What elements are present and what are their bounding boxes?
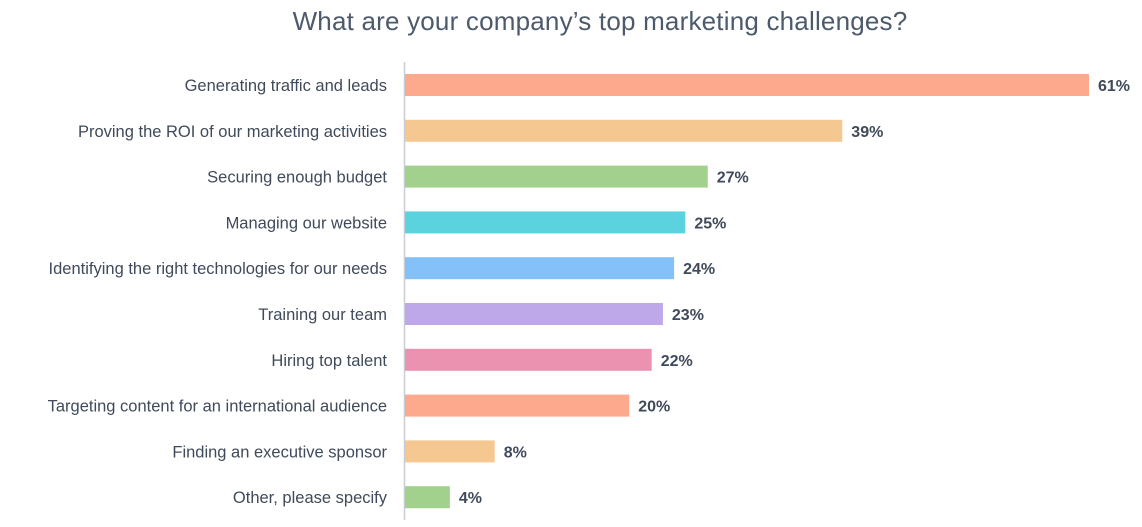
value-label: 8% [504,444,527,461]
value-label: 23% [672,307,704,324]
bar [405,440,495,463]
bar [405,394,630,417]
value-label: 20% [638,399,670,416]
value-label: 39% [851,124,883,141]
category-label: Finding an executive sponsor [172,443,387,461]
bar [405,165,708,188]
bar [405,303,663,325]
value-label: 24% [683,261,715,278]
category-label: Hiring top talent [271,352,387,370]
value-label: 27% [717,170,749,187]
bar [405,348,652,371]
value-label: 4% [459,490,482,507]
category-label: Managing our website [226,214,387,232]
bar [405,74,1089,96]
bar [405,486,450,509]
value-label: 25% [694,215,726,232]
category-label: Targeting content for an international a… [48,398,387,416]
category-label: Training our team [258,306,387,324]
value-label: 61% [1098,78,1130,95]
chart-title: What are your company’s top marketing ch… [292,6,908,36]
category-label: Securing enough budget [207,169,387,187]
bar [405,211,686,234]
category-label: Proving the ROI of our marketing activit… [78,123,387,141]
category-label: Identifying the right technologies for o… [49,260,387,278]
bar [405,119,843,142]
category-label: Other, please specify [233,489,388,507]
bar [405,257,675,280]
category-label: Generating traffic and leads [185,77,387,95]
value-label: 22% [661,353,693,370]
bars-layer: Generating traffic and leads 61% Proving t… [48,74,1130,509]
